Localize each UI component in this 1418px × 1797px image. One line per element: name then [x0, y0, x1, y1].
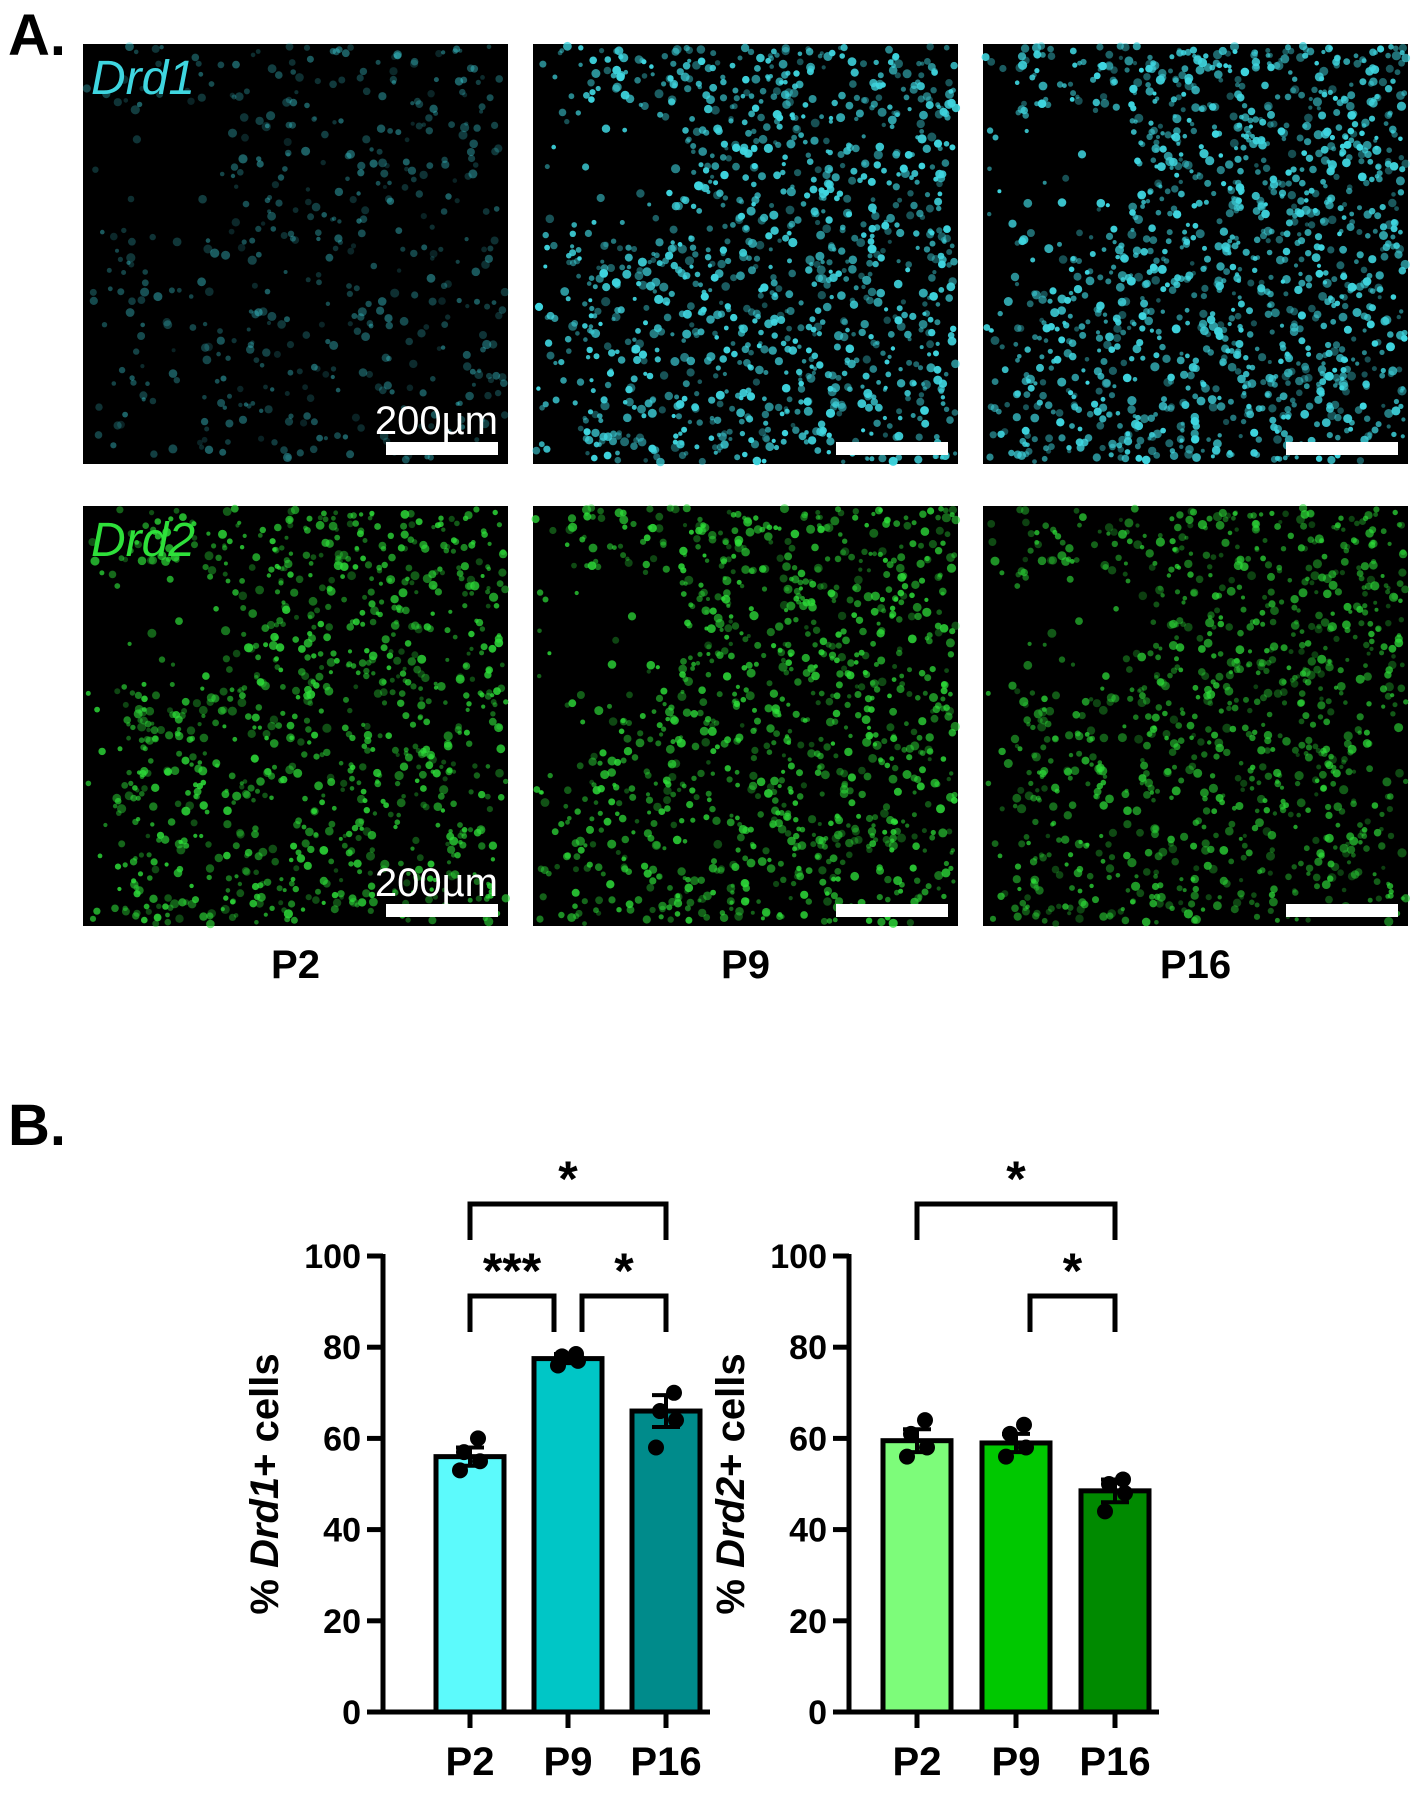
- y-tick-label: 80: [789, 1329, 827, 1367]
- y-tick-label: 40: [323, 1512, 361, 1550]
- data-point: [568, 1346, 584, 1363]
- micrograph-drd1-p9: [532, 41, 961, 467]
- data-point: [1018, 1439, 1034, 1456]
- bar-p16: [1078, 1488, 1152, 1715]
- data-point: [554, 1348, 570, 1365]
- y-tick-label: 0: [342, 1694, 361, 1732]
- significance-bracket: [579, 1293, 669, 1332]
- age-label-p16: P16: [1160, 943, 1231, 987]
- chart-drd2: 0 20 40 60 80 100 % Drd2+ cells P2 P9 P16 * *: [709, 1151, 1159, 1784]
- data-point: [1097, 1503, 1113, 1520]
- x-tick-label-p2: P2: [893, 1740, 942, 1784]
- significance-bracket: [1027, 1293, 1118, 1332]
- gene-label: Drd1: [91, 52, 195, 105]
- x-tick-label-p9: P9: [992, 1740, 1041, 1784]
- y-axis-label: % Drd2+ cells: [709, 1353, 753, 1614]
- significance-label: *: [1006, 1151, 1026, 1207]
- y-tick-label: 100: [304, 1238, 361, 1276]
- y-tick-label: 80: [323, 1329, 361, 1367]
- significance-label: ***: [483, 1243, 542, 1299]
- data-point: [452, 1462, 468, 1479]
- data-point: [648, 1439, 664, 1456]
- bar-p2: [433, 1454, 507, 1715]
- data-point: [1117, 1485, 1133, 1502]
- scale-bar: [1286, 904, 1398, 917]
- x-tick-label-p2: P2: [446, 1740, 495, 1784]
- y-axis-label: % Drd1+ cells: [243, 1353, 287, 1614]
- y-tick-label: 100: [770, 1238, 827, 1276]
- scale-bar: [836, 904, 948, 917]
- bar-p9: [531, 1356, 605, 1715]
- significance-bracket: [914, 1201, 1118, 1240]
- y-tick-label: 0: [808, 1694, 827, 1732]
- data-point: [668, 1412, 684, 1429]
- data-point: [1002, 1425, 1018, 1442]
- data-point: [1016, 1416, 1032, 1433]
- age-label-p2: P2: [271, 943, 320, 987]
- significance-bracket: [467, 1293, 557, 1332]
- data-point: [919, 1439, 935, 1456]
- x-tick-label-p9: P9: [544, 1740, 593, 1784]
- data-point: [899, 1448, 915, 1465]
- bar-p16: [629, 1408, 703, 1715]
- y-tick-label: 20: [789, 1603, 827, 1641]
- panel-b-letter: B.: [8, 1093, 66, 1158]
- scale-bar: [1286, 442, 1398, 455]
- scale-bar-label: 200µm: [375, 399, 498, 443]
- significance-label: *: [558, 1151, 578, 1207]
- data-point: [998, 1448, 1014, 1465]
- scale-bar-label: 200µm: [375, 861, 498, 905]
- age-label-p9: P9: [721, 943, 770, 987]
- y-tick-label: 20: [323, 1603, 361, 1641]
- y-tick-label: 60: [323, 1420, 361, 1458]
- data-point: [666, 1384, 682, 1401]
- data-point: [903, 1425, 919, 1442]
- y-tick-label: 40: [789, 1512, 827, 1550]
- data-point: [1115, 1471, 1131, 1488]
- significance-bracket: [467, 1201, 669, 1240]
- significance-label: *: [1063, 1243, 1083, 1299]
- data-point: [917, 1412, 933, 1429]
- scale-bar: [386, 442, 498, 455]
- micrograph-drd2-p9: [531, 504, 961, 928]
- data-point: [472, 1453, 488, 1470]
- data-point: [470, 1430, 486, 1447]
- micrograph-drd1-p16: [981, 42, 1411, 465]
- panel-a-letter: A.: [8, 3, 66, 68]
- micrograph-drd2-p16: [983, 504, 1411, 928]
- x-tick-label-p16: P16: [1079, 1740, 1150, 1784]
- y-tick-label: 60: [789, 1420, 827, 1458]
- bar-p9: [979, 1440, 1053, 1715]
- data-point: [652, 1403, 668, 1420]
- scale-bar: [386, 904, 498, 917]
- x-tick-label-p16: P16: [630, 1740, 701, 1784]
- data-point: [456, 1444, 472, 1461]
- data-point: [1101, 1476, 1117, 1492]
- scale-bar: [836, 442, 948, 455]
- gene-label: Drd2: [91, 514, 195, 567]
- micrograph-drd2-p2: Drd2 200µm: [83, 504, 510, 929]
- panel-a-micrographs: Drd1 200µm Drd2 200µm P2 P9 P16: [82, 41, 1411, 987]
- micrograph-drd1-p2: Drd1 200µm: [82, 42, 510, 464]
- bar-p2: [880, 1438, 954, 1715]
- significance-label: *: [614, 1243, 634, 1299]
